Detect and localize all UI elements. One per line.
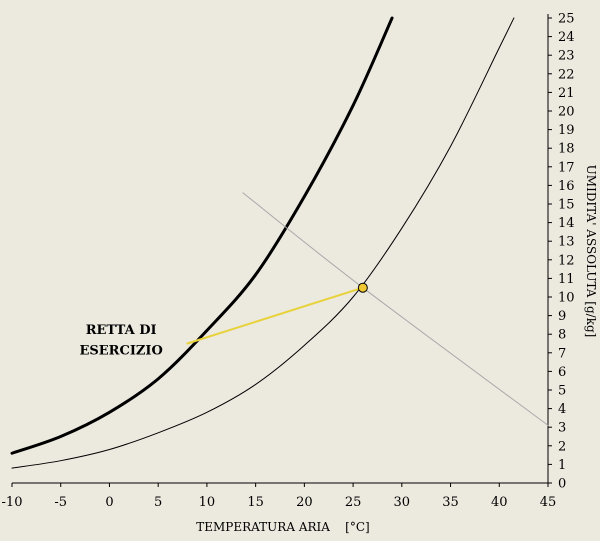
- y-tick-label: 12: [558, 253, 575, 268]
- x-tick-label: -10: [2, 495, 23, 510]
- x-tick-label: 20: [296, 495, 313, 510]
- y-tick-label: 9: [558, 309, 566, 324]
- y-tick-label: 25: [558, 12, 575, 27]
- y-tick-label: 11: [558, 272, 575, 287]
- series-line-1: [11, 17, 515, 469]
- y-tick-label: 20: [558, 105, 575, 120]
- y-tick-label: 6: [558, 365, 566, 380]
- y-tick-label: 3: [558, 421, 566, 436]
- y-tick-label: 23: [558, 49, 575, 64]
- y-tick-label: 4: [558, 402, 566, 417]
- y-axis-title: UMIDITA' ASSOLUTA [g/kg]: [584, 165, 598, 338]
- series-layer: [10, 16, 549, 469]
- y-tick-label: 24: [558, 30, 575, 45]
- x-tick-label: 0: [105, 495, 113, 510]
- y-tick-label: 15: [558, 198, 575, 213]
- x-tick-label: 35: [442, 495, 459, 510]
- y-tick-label: 0: [558, 477, 566, 492]
- y-tick-label: 21: [558, 86, 575, 101]
- y-tick-label: 10: [558, 291, 575, 306]
- marker-layer: [357, 282, 368, 293]
- y-tick-label: 5: [558, 384, 566, 399]
- y-tick-label: 13: [558, 235, 575, 250]
- series-line-3: [186, 286, 364, 345]
- x-tick-label: 25: [345, 495, 362, 510]
- x-tick-label: 10: [199, 495, 216, 510]
- y-tick-label: 2: [558, 439, 566, 454]
- axes: -10 -5 0 5 10 15 20 25 30 35 40 4501234567891011121…: [2, 12, 575, 511]
- x-tick-label: 15: [247, 495, 264, 510]
- x-axis-title: TEMPERATURA ARIA [°C]: [196, 520, 369, 534]
- x-tick-label: 40: [491, 495, 508, 510]
- annotation-label: RETTA DI: [86, 323, 157, 338]
- series-line-2: [242, 192, 549, 426]
- x-tick-label: 45: [540, 495, 557, 510]
- intersection-point: [357, 282, 368, 293]
- annotation-label: ESERCIZIO: [79, 344, 162, 359]
- annotation-layer: RETTA DI ESERCIZIO: [79, 323, 162, 358]
- y-tick-label: 17: [558, 160, 575, 175]
- y-tick-label: 18: [558, 142, 575, 157]
- x-tick-label: -5: [54, 495, 67, 510]
- y-tick-label: 22: [558, 67, 575, 82]
- y-tick-label: 8: [558, 328, 566, 343]
- y-tick-label: 1: [558, 458, 566, 473]
- y-tick-label: 19: [558, 123, 575, 138]
- y-tick-label: 16: [558, 179, 575, 194]
- y-tick-label: 14: [558, 216, 575, 231]
- x-tick-label: 30: [394, 495, 411, 510]
- series-line-0: [10, 16, 394, 455]
- y-tick-label: 7: [558, 346, 566, 361]
- x-tick-label: 5: [154, 495, 162, 510]
